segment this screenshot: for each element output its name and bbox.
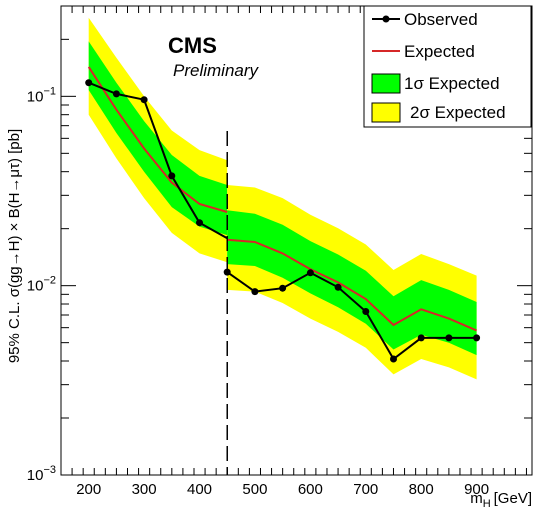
x-tick-label: 700 bbox=[353, 481, 378, 498]
x-tick-label: 400 bbox=[187, 481, 212, 498]
observed-point bbox=[140, 96, 148, 104]
observed-point bbox=[445, 334, 453, 342]
x-axis-title: mH [GeV] bbox=[470, 490, 532, 510]
observed-point bbox=[362, 308, 370, 315]
x-tick-label: 500 bbox=[242, 481, 267, 498]
plot-frame bbox=[60, 5, 533, 476]
observed-point bbox=[334, 283, 342, 291]
observed-point bbox=[85, 79, 93, 87]
observed-point bbox=[196, 219, 203, 227]
observed-point bbox=[112, 90, 120, 98]
observed-point bbox=[223, 268, 231, 276]
x-tick-label: 300 bbox=[132, 481, 157, 498]
x-tick-label: 600 bbox=[298, 481, 323, 498]
observed-point bbox=[473, 334, 481, 342]
chart-title: CMS bbox=[168, 33, 217, 58]
legend-1sigma-label: 1σ Expected bbox=[404, 74, 500, 93]
y-axis-title: 95% C.L. σ(gg→H) × B(H→μτ) [pb] bbox=[6, 129, 23, 363]
x-axis-label: mH [GeV] bbox=[470, 490, 532, 510]
legend-entry-1sigma: 1σ Expected bbox=[371, 73, 500, 94]
x-axis-label-symbol: m bbox=[470, 490, 483, 507]
x-axis-label-subscript: H bbox=[483, 498, 491, 510]
legend-1sigma-swatch bbox=[371, 73, 401, 94]
legend-observed-marker bbox=[382, 15, 390, 23]
observed-point bbox=[390, 355, 397, 363]
legend-2sigma-label: 2σ Expected bbox=[410, 103, 506, 122]
x-tick-label: 900 bbox=[464, 481, 489, 498]
chart-subtitle: Preliminary bbox=[173, 61, 260, 80]
observed-line-segment-0 bbox=[88, 81, 228, 240]
band-1sigma-segment-1 bbox=[227, 210, 477, 356]
legend-2sigma-swatch bbox=[371, 102, 401, 123]
x-tick-label: 200 bbox=[76, 481, 101, 498]
y-tick-label: 10−2 bbox=[27, 275, 56, 295]
expected-line-segment-0 bbox=[87, 66, 228, 213]
observed-point bbox=[251, 288, 259, 296]
observed-point bbox=[417, 334, 425, 342]
expected-line-segment-1 bbox=[227, 238, 477, 332]
y-axis-label: 95% C.L. σ(gg→H) × B(H→μτ) [pb] bbox=[6, 129, 23, 363]
legend-expected-label: Expected bbox=[404, 42, 475, 61]
x-tick-label: 800 bbox=[409, 481, 434, 498]
legend-entry-observed: Observed bbox=[372, 10, 478, 29]
observed-point bbox=[306, 269, 314, 277]
observed-point bbox=[279, 284, 287, 292]
legend-entry-expected: Expected bbox=[372, 42, 475, 61]
cms-label: CMS Preliminary bbox=[168, 33, 260, 80]
legend: Observed Expected 1σ Expected 2σ Expecte… bbox=[363, 5, 532, 128]
legend-entry-2sigma: 2σ Expected bbox=[371, 102, 506, 123]
y-tick-label: 10−1 bbox=[27, 85, 56, 105]
y-tick-label: 10−3 bbox=[27, 464, 56, 484]
limit-lines bbox=[85, 66, 481, 363]
observed-line-segment-1 bbox=[226, 271, 477, 361]
observed-point bbox=[168, 172, 176, 180]
legend-observed-label: Observed bbox=[404, 10, 478, 29]
x-axis-label-unit: [GeV] bbox=[494, 490, 532, 507]
axes bbox=[60, 5, 533, 476]
